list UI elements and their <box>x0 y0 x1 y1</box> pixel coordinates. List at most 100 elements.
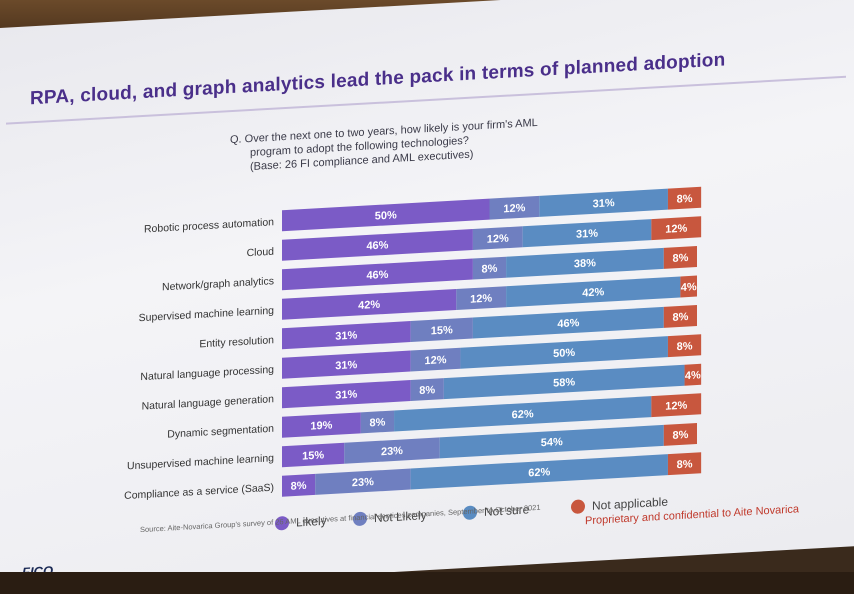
data-label: 31% <box>335 359 357 372</box>
category-label: Robotic process automation <box>144 216 274 235</box>
bar-segment <box>282 288 457 320</box>
bar-segment <box>315 468 411 495</box>
room-floor <box>0 572 854 594</box>
data-label: 15% <box>431 324 453 337</box>
data-label: 8% <box>370 416 386 429</box>
bar-segment <box>472 306 664 339</box>
bar-segment <box>410 454 668 490</box>
category-label: Natural language processing <box>140 364 274 383</box>
data-label: 31% <box>593 197 615 210</box>
bar-segment <box>410 317 473 343</box>
data-label: 12% <box>503 202 525 215</box>
legend-marker <box>275 516 289 531</box>
data-label: 15% <box>302 449 324 462</box>
data-label: 46% <box>557 317 579 330</box>
data-label: 12% <box>425 354 447 367</box>
bar-segment <box>282 350 411 379</box>
bar-segment <box>394 396 652 432</box>
bar-segment <box>282 198 490 232</box>
data-label: 12% <box>665 223 687 236</box>
bar-segment <box>539 188 668 217</box>
data-label: 8% <box>672 429 688 442</box>
data-label: 8% <box>677 458 693 471</box>
bar-segment <box>667 334 702 358</box>
category-label: Supervised machine learning <box>139 305 274 325</box>
legend-label: Not Likely <box>374 508 427 525</box>
bar-segment <box>522 219 652 248</box>
bar-segment <box>344 437 440 464</box>
data-label: 62% <box>512 408 534 421</box>
data-label: 58% <box>553 376 575 389</box>
bar-segment <box>410 347 461 372</box>
category-label: Dynamic segmentation <box>167 423 274 441</box>
legend-label: Not applicable <box>592 495 668 513</box>
data-label: 23% <box>381 445 403 458</box>
data-label: 8% <box>419 384 435 397</box>
legend-label: Not sure <box>484 502 530 519</box>
data-label: 50% <box>375 209 397 222</box>
data-label: 19% <box>310 419 332 432</box>
bar-segment <box>506 276 681 308</box>
data-label: 23% <box>352 476 374 489</box>
legend-marker <box>353 511 367 526</box>
data-label: 8% <box>677 340 693 353</box>
bar-segment <box>506 247 664 278</box>
bar-segment <box>282 473 316 497</box>
data-label: 12% <box>487 233 509 246</box>
bar-segment <box>443 364 685 400</box>
data-label: 4% <box>685 369 701 382</box>
bar-segment <box>489 195 540 220</box>
bar-segment <box>460 336 668 369</box>
category-label: Entity resolution <box>199 334 274 350</box>
data-label: 62% <box>528 466 550 479</box>
data-label: 8% <box>672 311 688 324</box>
bar-segment <box>282 258 473 291</box>
category-label: Natural language generation <box>142 393 275 412</box>
bar-segment <box>456 286 507 310</box>
data-label: 4% <box>681 281 697 294</box>
legend-marker <box>571 499 585 514</box>
data-label: 31% <box>335 389 357 402</box>
bar-segment <box>472 226 523 251</box>
data-label: 12% <box>665 400 687 413</box>
data-label: 8% <box>291 480 307 493</box>
bar-segment <box>663 305 697 328</box>
bar-segment <box>663 423 697 446</box>
category-label: Cloud <box>247 246 275 260</box>
category-label: Network/graph analytics <box>162 275 274 293</box>
bar-segment <box>684 363 702 386</box>
bar-segment <box>472 256 507 280</box>
data-label: 12% <box>470 292 492 305</box>
bar-segment <box>282 229 473 261</box>
bar-segment <box>667 186 702 210</box>
data-label: 38% <box>574 257 596 270</box>
category-label: Compliance as a service (SaaS) <box>124 482 274 502</box>
bar-segment <box>282 442 345 468</box>
bar-segment <box>651 393 702 418</box>
legend-marker <box>463 505 477 520</box>
bar-segment <box>439 424 664 459</box>
bar-segment <box>282 412 361 438</box>
bar-segment <box>282 380 411 409</box>
chart-area: Robotic process automation 50% 12% 31% 8% Clo… <box>30 140 830 565</box>
bar-segment <box>651 216 702 241</box>
data-label: 31% <box>335 330 357 343</box>
data-label: 54% <box>541 436 563 449</box>
bar-segment <box>360 410 395 434</box>
bar-segment <box>680 275 698 298</box>
data-label: 31% <box>576 228 598 241</box>
bar-segment <box>663 246 697 269</box>
stacked-bar-chart: Robotic process automation 50% 12% 31% 8% Clo… <box>124 186 702 531</box>
bar-segment <box>667 452 702 476</box>
bar-segment <box>282 321 411 350</box>
data-label: 50% <box>553 347 575 360</box>
data-label: 46% <box>366 239 388 252</box>
legend-label: Likely <box>296 514 327 530</box>
data-label: 46% <box>366 269 388 282</box>
data-label: 8% <box>677 193 693 206</box>
data-label: 42% <box>582 286 604 299</box>
data-label: 8% <box>672 252 688 265</box>
category-label: Unsupervised machine learning <box>127 452 274 472</box>
bar-segment <box>410 378 444 402</box>
